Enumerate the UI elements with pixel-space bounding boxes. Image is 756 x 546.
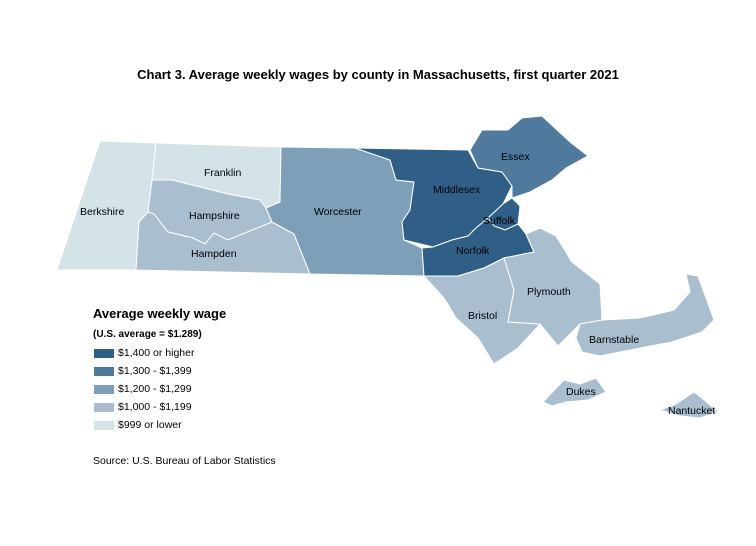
label-barnstable: Barnstable bbox=[589, 334, 639, 346]
label-hampden: Hampden bbox=[191, 248, 237, 260]
label-plymouth: Plymouth bbox=[527, 286, 571, 298]
legend-label: $999 or lower bbox=[118, 419, 182, 431]
label-middlesex: Middlesex bbox=[433, 184, 481, 196]
legend-item-999-lower: $999 or lower bbox=[93, 418, 182, 432]
legend-title: Average weekly wage bbox=[93, 306, 227, 321]
label-essex: Essex bbox=[501, 151, 530, 163]
legend-item-1000-1199: $1,000 - $1,199 bbox=[93, 400, 192, 414]
legend-label: $1,000 - $1,199 bbox=[118, 401, 192, 413]
legend-subtitle: (U.S. average = $1.289) bbox=[93, 329, 202, 340]
source-note: Source: U.S. Bureau of Labor Statistics bbox=[93, 455, 276, 467]
county-nantucket bbox=[658, 391, 719, 419]
legend-label: $1,300 - $1,399 bbox=[118, 365, 192, 377]
chart-title: Chart 3. Average weekly wages by county … bbox=[137, 67, 619, 82]
county-plymouth bbox=[503, 227, 603, 347]
legend-label: $1,200 - $1,299 bbox=[118, 383, 192, 395]
label-nantucket: Nantucket bbox=[668, 405, 715, 417]
legend-swatch bbox=[93, 347, 115, 359]
label-dukes: Dukes bbox=[566, 386, 596, 398]
label-hampshire: Hampshire bbox=[189, 210, 240, 222]
label-berkshire: Berkshire bbox=[80, 206, 125, 218]
legend-swatch bbox=[93, 401, 115, 413]
label-worcester: Worcester bbox=[314, 206, 362, 218]
county-dukes bbox=[542, 377, 607, 407]
legend-item-1200-1299: $1,200 - $1,299 bbox=[93, 382, 192, 396]
legend-swatch bbox=[93, 365, 115, 377]
county-barnstable bbox=[575, 273, 715, 357]
legend-item-1300-1399: $1,300 - $1,399 bbox=[93, 364, 192, 378]
label-norfolk: Norfolk bbox=[456, 245, 490, 257]
legend-swatch bbox=[93, 383, 115, 395]
legend-label: $1,400 or higher bbox=[118, 347, 195, 359]
county-essex bbox=[469, 115, 589, 199]
label-franklin: Franklin bbox=[204, 167, 242, 179]
legend-swatch bbox=[93, 419, 115, 431]
label-bristol: Bristol bbox=[468, 310, 497, 322]
legend-item-1400-plus: $1,400 or higher bbox=[93, 346, 194, 360]
label-suffolk: Suffolk bbox=[483, 215, 516, 227]
